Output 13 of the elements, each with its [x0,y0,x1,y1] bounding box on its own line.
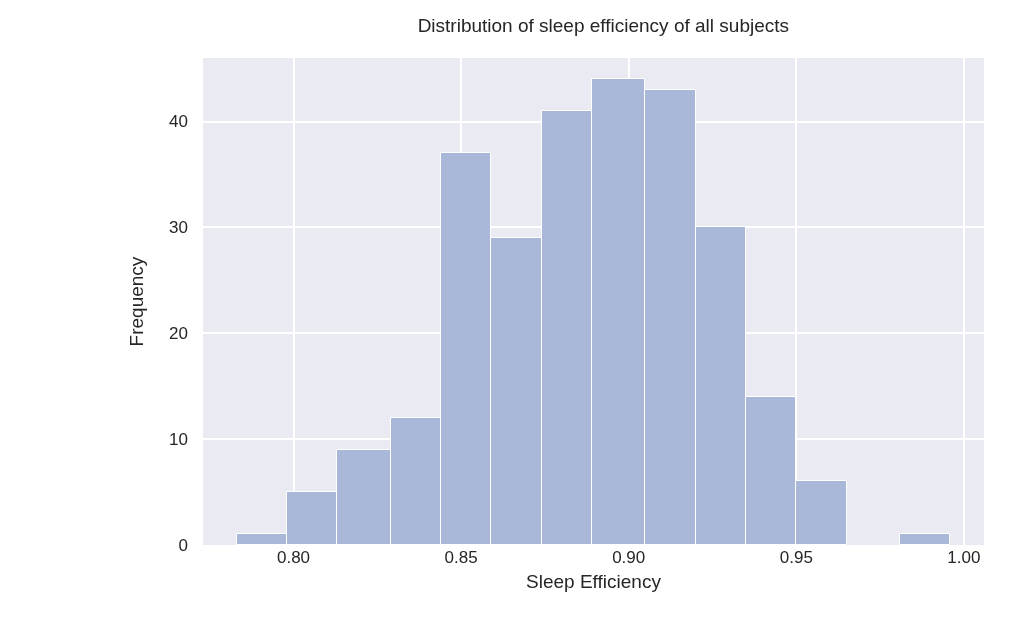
x-tick-label: 1.00 [947,548,981,567]
y-tick-label: 10 [169,430,188,450]
x-tick-label: 0.95 [779,548,813,567]
y-tick-label: 40 [169,112,188,132]
x-tick-label: 0.80 [276,548,311,567]
y-tick-label: 30 [169,218,188,238]
y-axis-title: Frequency [125,256,147,347]
y-tick-label: 20 [169,324,188,344]
x-tick-label: 0.85 [444,548,478,567]
x-tick-label: 0.90 [612,548,646,567]
x-axis-title: Sleep Efficiency [526,570,662,592]
chart-title: Distribution of sleep efficiency of all subjects [417,14,790,36]
y-tick-label: 0 [178,535,188,555]
